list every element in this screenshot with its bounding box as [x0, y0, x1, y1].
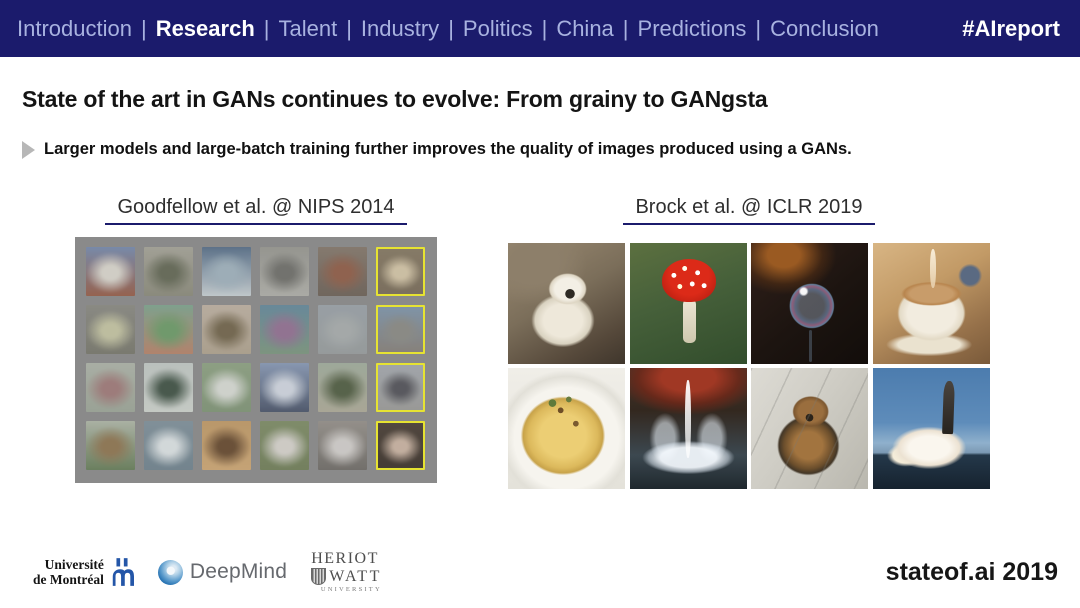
gan-grid-2019: [508, 243, 990, 489]
fountain-image: [629, 368, 747, 489]
deepmind-swirl-icon: [157, 559, 183, 585]
gan-sample-cell: [144, 421, 193, 470]
nav-separator: |: [346, 15, 352, 41]
goodfellow-panel-heading-wrap: Goodfellow et al. @ NIPS 2014: [75, 196, 437, 225]
nav-separator: |: [755, 15, 762, 41]
gan-sample-cell: [318, 421, 367, 470]
gan-sample-cell: [260, 363, 309, 412]
heriot-line1: HERIOT: [311, 550, 379, 567]
nav-separator: |: [622, 15, 629, 41]
nav-item-china[interactable]: China: [556, 15, 614, 41]
nav-separator: |: [140, 15, 147, 41]
heriot-watt-logo: HERIOT WATT UNIVERSITY: [311, 551, 382, 594]
gan-sample-cell: [86, 363, 135, 412]
hashtag-label: #AIreport: [962, 15, 1060, 41]
gan-sample-cell: [202, 421, 251, 470]
nav-item-talent[interactable]: Talent: [278, 15, 338, 41]
page-title: State of the art in GANs continues to ev…: [22, 86, 768, 112]
heriot-line2: WATT: [329, 567, 382, 585]
gan-sample-cell: [144, 305, 193, 354]
coffee-image: [872, 243, 990, 364]
deepmind-logo: DeepMind: [157, 559, 288, 585]
nav-item-politics[interactable]: Politics: [462, 15, 533, 41]
brock-panel-heading-wrap: Brock et al. @ ICLR 2019: [508, 196, 990, 225]
heriot-line3: UNIVERSITY: [320, 586, 382, 593]
gan-sample-cell: [318, 247, 367, 296]
udem-line2: de Montréal: [33, 572, 104, 588]
nav-menu: Introduction | Research | Talent | Industry | Po…: [17, 16, 879, 42]
gan-sample-cell: [318, 305, 367, 354]
brock-heading: Brock et al. @ ICLR 2019: [623, 196, 875, 225]
gan-sample-cell: [86, 247, 135, 296]
heriot-crest-icon: [311, 568, 327, 585]
udem-logo: Université de Montréal: [33, 557, 134, 587]
nav-item-predictions[interactable]: Predictions: [637, 15, 747, 41]
gan-sample-highlighted: [376, 363, 425, 412]
bullet-triangle-icon: [22, 140, 35, 159]
top-navbar: Introduction | Research | Talent | Industry | Po…: [0, 0, 1080, 57]
pasta-image: [508, 368, 625, 489]
dog-image: [751, 368, 869, 489]
stateofai-brand: stateof.ai 2019: [885, 558, 1058, 586]
gan-sample-cell: [260, 305, 309, 354]
udem-mark-icon: [112, 558, 134, 587]
footer-logos: Université de Montréal DeepMind HERIOT W…: [33, 551, 382, 594]
gan-sample-highlighted: [376, 247, 425, 296]
deepmind-logo-text: DeepMind: [189, 560, 288, 584]
gan-sample-cell: [260, 421, 309, 470]
gan-grid-2014: [75, 237, 437, 483]
gan-sample-cell: [202, 305, 251, 354]
gan-sample-cell: [86, 305, 135, 354]
bullet-point: Larger models and large-batch training f…: [22, 140, 852, 159]
gan-sample-cell: [318, 363, 367, 412]
nav-separator: |: [448, 15, 454, 41]
gan-sample-cell: [202, 247, 251, 296]
gan-sample-highlighted: [376, 421, 425, 470]
bullet-text: Larger models and large-batch training f…: [44, 140, 852, 158]
mushroom-image: [629, 243, 747, 364]
nav-separator: |: [541, 15, 548, 41]
udem-line1: Université: [44, 557, 104, 573]
nav-item-introduction[interactable]: Introduction: [17, 15, 132, 41]
gan-sample-cell: [144, 363, 193, 412]
bubble-image: [751, 243, 869, 364]
udem-logo-text: Université de Montréal: [33, 557, 104, 587]
shuttle-image: [872, 368, 990, 489]
nav-separator: |: [263, 15, 270, 41]
nav-item-industry[interactable]: Industry: [360, 15, 440, 41]
gan-sample-highlighted: [376, 305, 425, 354]
gan-sample-cell: [202, 363, 251, 412]
nav-item-conclusion[interactable]: Conclusion: [770, 15, 879, 41]
wolf-image: [508, 243, 625, 364]
gan-sample-cell: [260, 247, 309, 296]
gan-sample-cell: [144, 247, 193, 296]
nav-item-research[interactable]: Research: [155, 15, 255, 41]
goodfellow-heading: Goodfellow et al. @ NIPS 2014: [105, 196, 407, 225]
gan-sample-cell: [86, 421, 135, 470]
